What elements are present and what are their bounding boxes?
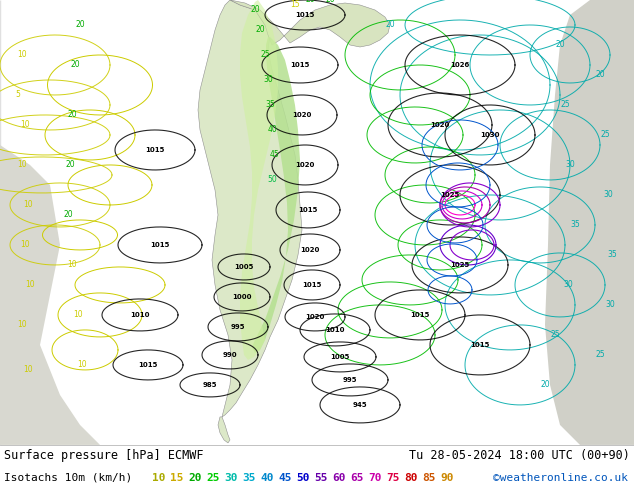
- Text: 1015: 1015: [290, 62, 309, 68]
- Text: 80: 80: [404, 473, 418, 483]
- Polygon shape: [198, 0, 302, 417]
- Text: 10: 10: [23, 200, 33, 209]
- Text: 20: 20: [305, 0, 315, 4]
- Text: 20: 20: [70, 60, 80, 70]
- Text: 15: 15: [170, 473, 183, 483]
- Text: 25: 25: [260, 50, 270, 59]
- Polygon shape: [0, 0, 100, 445]
- Text: 1015: 1015: [295, 12, 314, 18]
- Text: 25: 25: [550, 330, 560, 340]
- Text: 1026: 1026: [450, 62, 470, 68]
- Text: 30: 30: [224, 473, 238, 483]
- Text: 10: 10: [17, 320, 27, 329]
- Text: 10: 10: [17, 50, 27, 59]
- Text: 20: 20: [63, 211, 73, 220]
- Text: 1025: 1025: [441, 192, 460, 198]
- Text: 20: 20: [385, 21, 395, 29]
- Text: 35: 35: [265, 100, 275, 109]
- Polygon shape: [252, 37, 300, 353]
- Text: 20: 20: [256, 25, 265, 34]
- Text: 10: 10: [77, 361, 87, 369]
- Text: 20: 20: [595, 71, 605, 79]
- Text: 20: 20: [67, 110, 77, 120]
- Text: 20: 20: [250, 5, 260, 15]
- Text: 30: 30: [605, 300, 615, 310]
- Text: 1005: 1005: [330, 354, 350, 360]
- Polygon shape: [218, 417, 230, 443]
- Text: 20: 20: [555, 41, 565, 49]
- Text: 10: 10: [67, 261, 77, 270]
- Text: 35: 35: [607, 250, 617, 259]
- Text: 40: 40: [260, 473, 273, 483]
- Text: Surface pressure [hPa] ECMWF: Surface pressure [hPa] ECMWF: [4, 449, 204, 463]
- Text: 30: 30: [563, 280, 573, 290]
- Text: 990: 990: [223, 352, 237, 358]
- Text: 1020: 1020: [306, 314, 325, 320]
- Text: 1020: 1020: [301, 247, 320, 253]
- Text: 45: 45: [269, 150, 279, 159]
- Text: Isotachs 10m (km/h): Isotachs 10m (km/h): [4, 473, 133, 483]
- Polygon shape: [230, 0, 390, 47]
- Text: 1030: 1030: [480, 132, 500, 138]
- Text: 10: 10: [17, 160, 27, 170]
- Text: 1015: 1015: [150, 242, 170, 248]
- Text: 40: 40: [267, 125, 277, 134]
- Polygon shape: [545, 0, 634, 445]
- Text: 1005: 1005: [235, 264, 254, 270]
- Text: 70: 70: [368, 473, 382, 483]
- Text: 20: 20: [75, 21, 85, 29]
- Text: Tu 28-05-2024 18:00 UTC (00+90): Tu 28-05-2024 18:00 UTC (00+90): [409, 449, 630, 463]
- Text: 90: 90: [440, 473, 453, 483]
- Text: 65: 65: [350, 473, 363, 483]
- Text: 1015: 1015: [470, 342, 489, 348]
- Text: 10: 10: [25, 280, 35, 290]
- Text: 10: 10: [73, 311, 83, 319]
- Text: 15: 15: [290, 0, 300, 9]
- Text: 35: 35: [570, 220, 580, 229]
- Text: 50: 50: [296, 473, 309, 483]
- Text: 1020: 1020: [430, 122, 450, 128]
- Text: 25: 25: [595, 350, 605, 360]
- Text: 1015: 1015: [138, 362, 158, 368]
- Text: 45: 45: [278, 473, 292, 483]
- Text: 10: 10: [20, 121, 30, 129]
- Text: 25: 25: [600, 130, 610, 140]
- Text: 1010: 1010: [325, 327, 345, 333]
- Text: 20: 20: [325, 0, 335, 4]
- Text: 1015: 1015: [299, 207, 318, 213]
- Text: 1010: 1010: [130, 312, 150, 318]
- Text: ©weatheronline.co.uk: ©weatheronline.co.uk: [493, 473, 628, 483]
- Text: 10: 10: [23, 366, 33, 374]
- Text: 35: 35: [242, 473, 256, 483]
- Text: 1020: 1020: [295, 162, 314, 168]
- Text: 10: 10: [20, 241, 30, 249]
- Text: 1000: 1000: [232, 294, 252, 300]
- Text: 20: 20: [188, 473, 202, 483]
- Text: 995: 995: [343, 377, 357, 383]
- Text: 30: 30: [263, 75, 273, 84]
- Text: 1015: 1015: [302, 282, 321, 288]
- Text: 60: 60: [332, 473, 346, 483]
- Text: 995: 995: [231, 324, 245, 330]
- Text: 1020: 1020: [292, 112, 312, 118]
- Text: 1015: 1015: [145, 147, 165, 153]
- Text: 85: 85: [422, 473, 436, 483]
- Text: 75: 75: [386, 473, 399, 483]
- Text: 30: 30: [565, 160, 575, 170]
- Text: 30: 30: [603, 191, 613, 199]
- Text: 20: 20: [65, 160, 75, 170]
- Text: 25: 25: [206, 473, 219, 483]
- Text: 10: 10: [152, 473, 165, 483]
- Text: 985: 985: [203, 382, 217, 388]
- Text: 1025: 1025: [450, 262, 470, 268]
- Text: 945: 945: [353, 402, 367, 408]
- Text: 50: 50: [267, 175, 277, 184]
- Polygon shape: [240, 0, 278, 360]
- Text: 20: 20: [540, 380, 550, 390]
- Text: 1015: 1015: [410, 312, 430, 318]
- Text: 55: 55: [314, 473, 328, 483]
- Text: 5: 5: [16, 91, 20, 99]
- Text: 25: 25: [560, 100, 570, 109]
